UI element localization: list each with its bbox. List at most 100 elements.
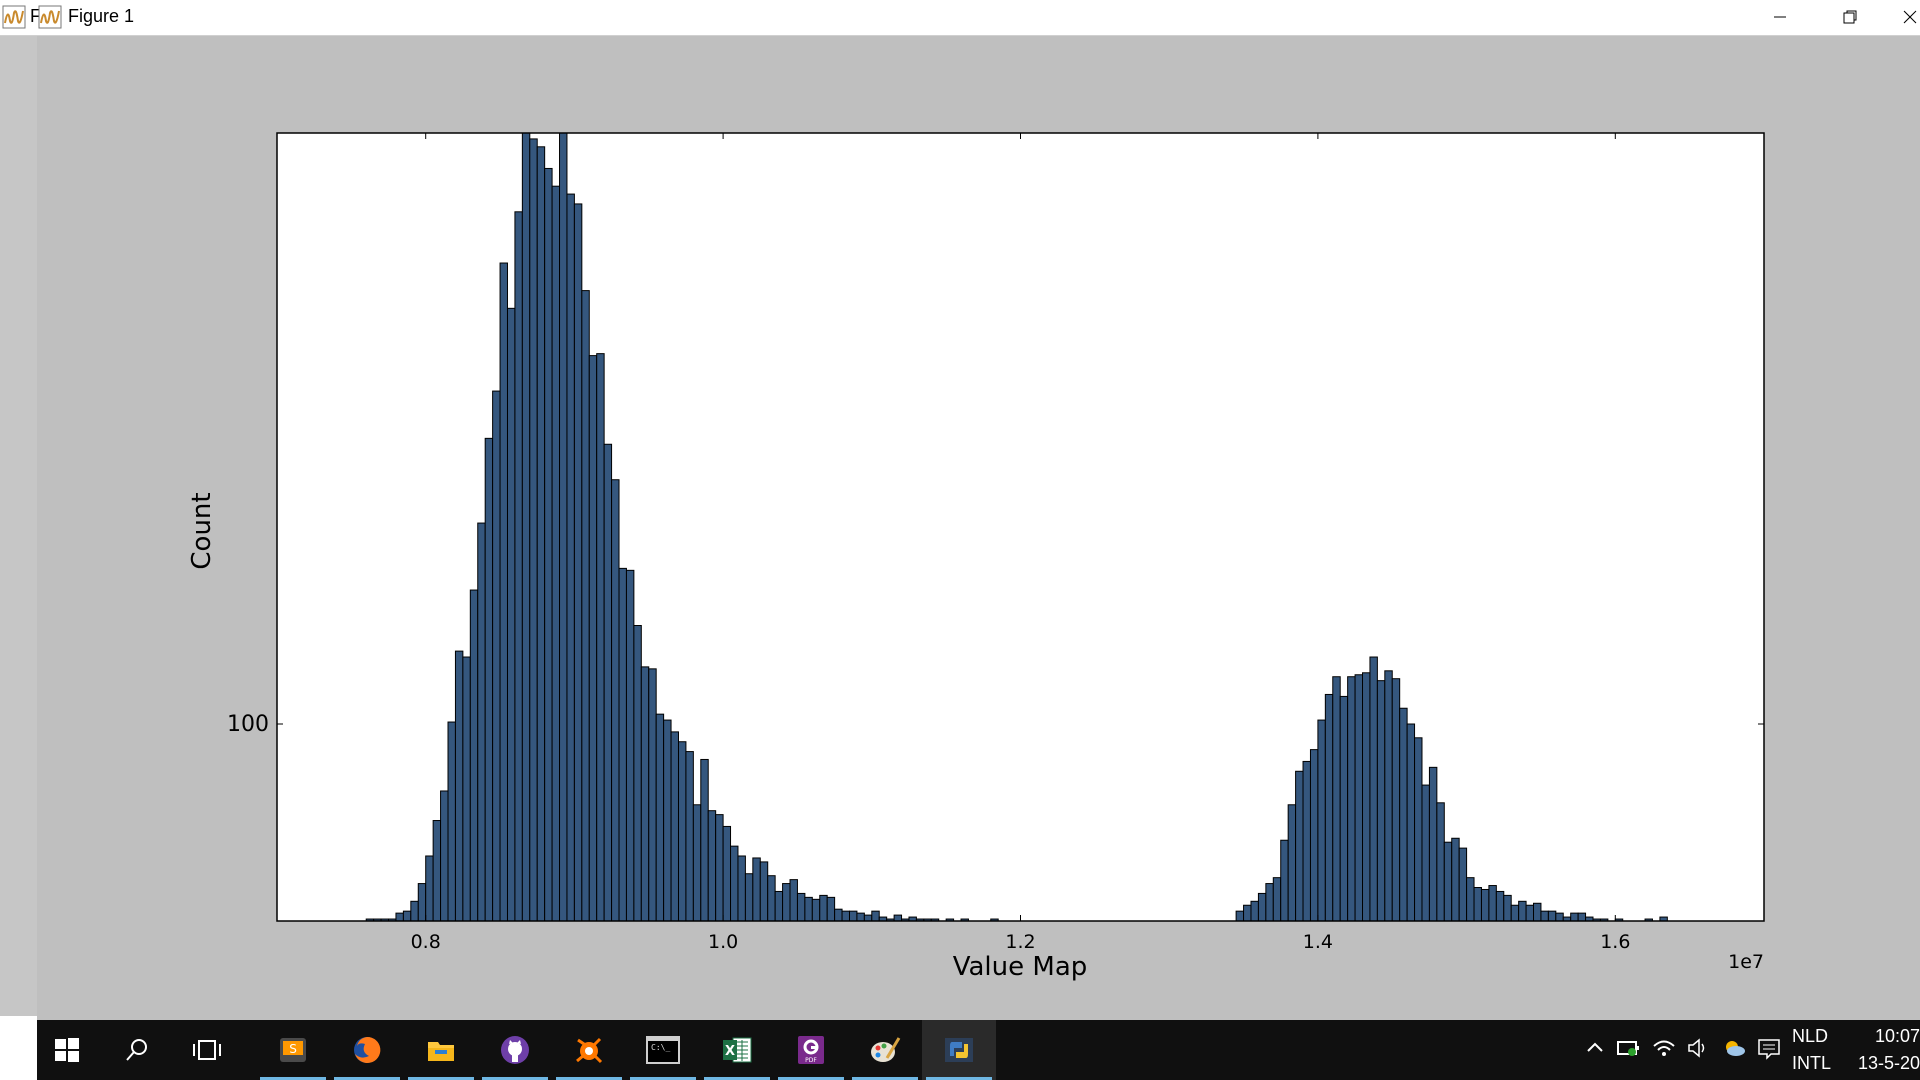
histogram-bar: [1480, 888, 1490, 922]
taskbar-app-firefox[interactable]: [330, 1020, 404, 1080]
running-indicator: [482, 1077, 548, 1080]
histogram-bar: [715, 814, 724, 922]
window-title: Figure 1: [68, 6, 135, 26]
histogram-bar: [1533, 902, 1542, 922]
histogram-bar: [782, 883, 791, 922]
histogram-bar: [1332, 676, 1341, 922]
avast-icon: [576, 1037, 603, 1064]
clock-date: 13-5-20: [1857, 1053, 1920, 1073]
svg-text:S: S: [289, 1042, 297, 1056]
taskbar-app-pdf-reader[interactable]: PDF: [774, 1020, 848, 1080]
histogram-bar: [796, 892, 806, 922]
excel-icon: X: [723, 1037, 752, 1063]
histogram-bar: [1250, 900, 1259, 922]
histogram-bar: [1570, 912, 1579, 922]
histogram-bar: [596, 353, 605, 922]
histogram-bar: [1518, 900, 1527, 922]
histogram-bar: [640, 666, 650, 922]
title-bar: F Figure 1: [0, 0, 1920, 36]
windows-icon: [55, 1038, 79, 1062]
volume-tray-button[interactable]: [1687, 1038, 1711, 1062]
terminal-icon: C:\_: [646, 1036, 680, 1064]
matplotlib-icon: [2, 5, 26, 29]
histogram-bar: [1451, 837, 1460, 922]
show-hidden-icons-button[interactable]: [1585, 1038, 1605, 1062]
histogram-bar: [402, 910, 412, 922]
histogram-bar: [1488, 885, 1497, 922]
histogram-bar: [462, 656, 471, 922]
histogram-bar: [559, 132, 568, 922]
histogram-bar: [1406, 723, 1416, 922]
taskbar-app-paint[interactable]: [848, 1020, 922, 1080]
histogram-bar: [1510, 904, 1520, 922]
histogram-bar: [863, 914, 873, 922]
histogram-bar: [1391, 678, 1401, 922]
histogram-bar: [1547, 910, 1557, 922]
search-icon: [126, 1039, 147, 1061]
histogram-bar: [737, 855, 746, 922]
python-icon: [945, 1038, 973, 1062]
histogram-bar: [544, 167, 553, 922]
task-view-button[interactable]: [177, 1020, 237, 1080]
running-indicator: [408, 1077, 474, 1080]
histogram-bar: [573, 203, 583, 922]
svg-text:C:\_: C:\_: [651, 1043, 670, 1052]
histogram-bar: [1362, 672, 1371, 922]
histogram-bar: [633, 625, 642, 922]
running-indicator: [630, 1077, 696, 1080]
histogram-bar: [410, 900, 419, 922]
minimize-button[interactable]: [1750, 0, 1810, 34]
taskbar-app-file-explorer[interactable]: [404, 1020, 478, 1080]
running-indicator: [556, 1077, 622, 1080]
histogram-bar: [1347, 676, 1356, 922]
histogram-bar: [417, 883, 427, 922]
battery-tray-button[interactable]: [1617, 1038, 1641, 1062]
matplotlib-icon: [38, 5, 62, 29]
histogram-bar: [655, 713, 665, 922]
wifi-icon: [1653, 1040, 1675, 1056]
taskbar-app-excel[interactable]: X: [700, 1020, 774, 1080]
taskbar-app-avast[interactable]: [552, 1020, 626, 1080]
histogram-bar: [469, 589, 479, 922]
histogram-bar: [1399, 707, 1408, 922]
histogram-bar: [871, 910, 880, 922]
folder-icon: [428, 1042, 454, 1061]
notifications-button[interactable]: [1757, 1038, 1781, 1064]
histogram-bar: [611, 479, 620, 922]
histogram-bar: [492, 390, 501, 922]
language-indicator[interactable]: NLD INTL: [1792, 1020, 1842, 1080]
histogram-bar: [1466, 877, 1475, 922]
battery-icon: [1617, 1041, 1639, 1056]
histogram-bar: [1235, 910, 1245, 922]
histogram-bar: [484, 437, 494, 922]
clock[interactable]: 10:07 13-5-20: [1847, 1020, 1920, 1080]
restore-button[interactable]: [1820, 0, 1880, 34]
taskbar-app-sublime-text[interactable]: S: [256, 1020, 330, 1080]
histogram-bar: [440, 790, 449, 922]
histogram-bar: [1287, 804, 1297, 922]
histogram-bar: [1265, 883, 1274, 922]
taskbar-app-python[interactable]: [922, 1020, 996, 1080]
title-prefix: F: [30, 6, 41, 26]
running-indicator: [704, 1077, 770, 1080]
x-offset-label: 1e7: [1728, 951, 1764, 973]
wifi-tray-button[interactable]: [1652, 1038, 1676, 1062]
github-icon: [501, 1036, 529, 1064]
histogram-bar: [1309, 749, 1319, 922]
histogram-bar: [648, 668, 657, 922]
histogram-bar: [1525, 904, 1535, 922]
keyboard-layout: INTL: [1792, 1053, 1832, 1073]
y-axis-label: Count: [187, 492, 217, 569]
taskbar-app-command-prompt[interactable]: C:\_: [626, 1020, 700, 1080]
start-button[interactable]: [37, 1020, 97, 1080]
histogram-bar: [856, 912, 865, 922]
histogram-bar: [893, 914, 903, 922]
histogram-bar: [789, 879, 798, 922]
histogram-bar: [1421, 784, 1430, 922]
weather-tray-button[interactable]: [1722, 1038, 1746, 1062]
histogram-bar: [581, 290, 590, 922]
figure-canvas: 0.8 1.0 1.2 1.4 1.6 100 Value Map Count 1e7: [37, 36, 1920, 1016]
taskbar-app-github[interactable]: [478, 1020, 552, 1080]
search-button[interactable]: [107, 1020, 167, 1080]
close-button[interactable]: [1880, 0, 1920, 34]
